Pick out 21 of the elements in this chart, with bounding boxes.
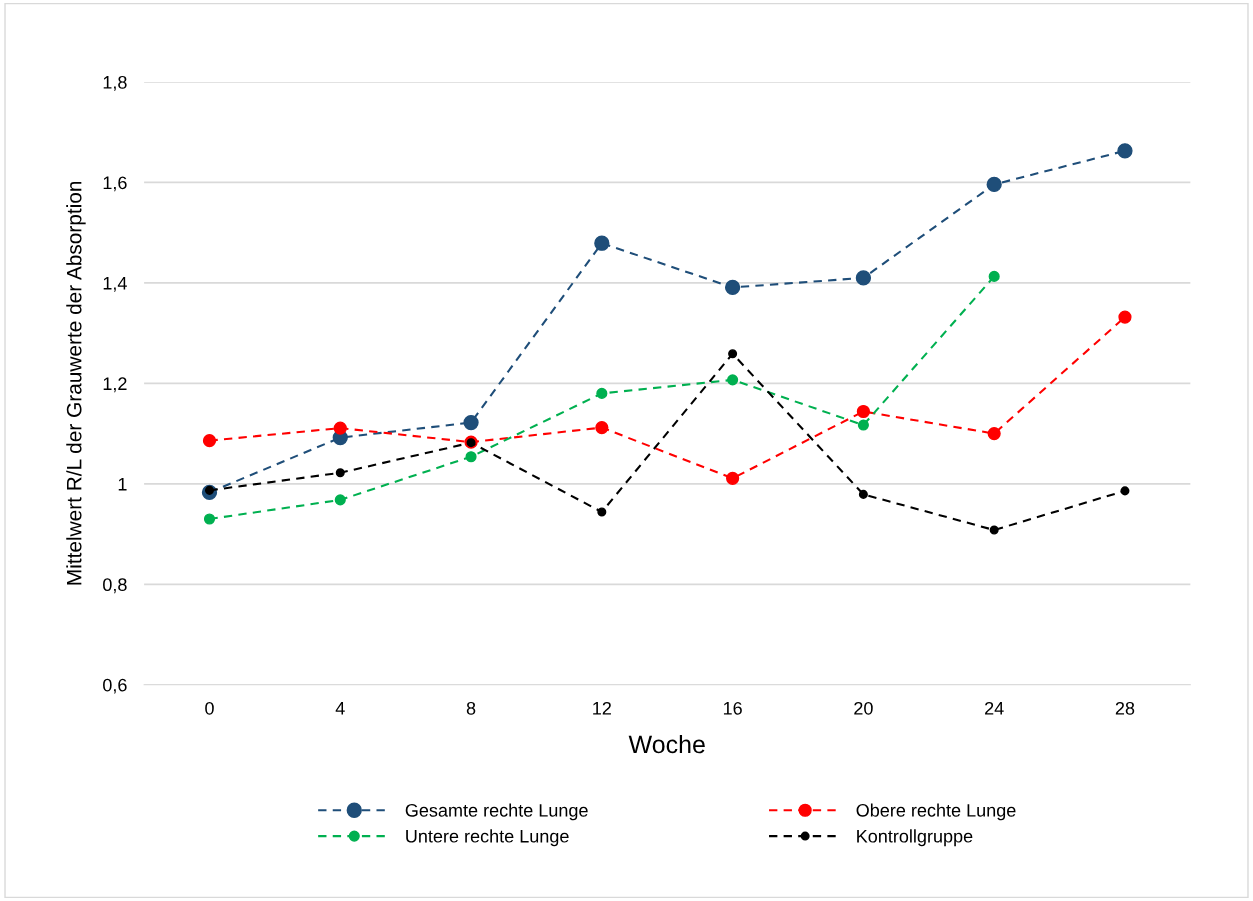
x-tick-label: 12	[593, 701, 611, 715]
x-tick-label: 16	[723, 701, 742, 715]
y-tick-label: 1,8	[103, 75, 127, 91]
y-tick-label: 1,6	[103, 176, 127, 192]
legend-label: Gesamte rechte Lunge	[405, 803, 588, 821]
y-tick-label: 1	[118, 477, 127, 491]
x-tick-label: 4	[335, 702, 345, 715]
y-tick-label: 0,8	[103, 578, 127, 594]
x-tick-label: 28	[1115, 701, 1135, 715]
x-axis-title: Woche	[628, 734, 705, 754]
legend-label: Untere rechte Lunge	[406, 829, 569, 847]
y-tick-label: 1,4	[103, 277, 127, 292]
legend-label: Obere rechte Lunge	[856, 803, 1016, 821]
x-tick-label: 0	[205, 701, 214, 715]
y-axis-title: Mittelwert R/L der Grauwerte der Absorption	[66, 181, 86, 585]
y-tick-label: 1,2	[103, 377, 127, 393]
legend-label: Kontrollgruppe	[857, 829, 973, 847]
y-tick-label: 0,6	[103, 678, 127, 694]
x-tick-label: 24	[985, 701, 1004, 715]
x-tick-label: 8	[466, 701, 476, 715]
x-tick-label: 20	[854, 701, 873, 715]
